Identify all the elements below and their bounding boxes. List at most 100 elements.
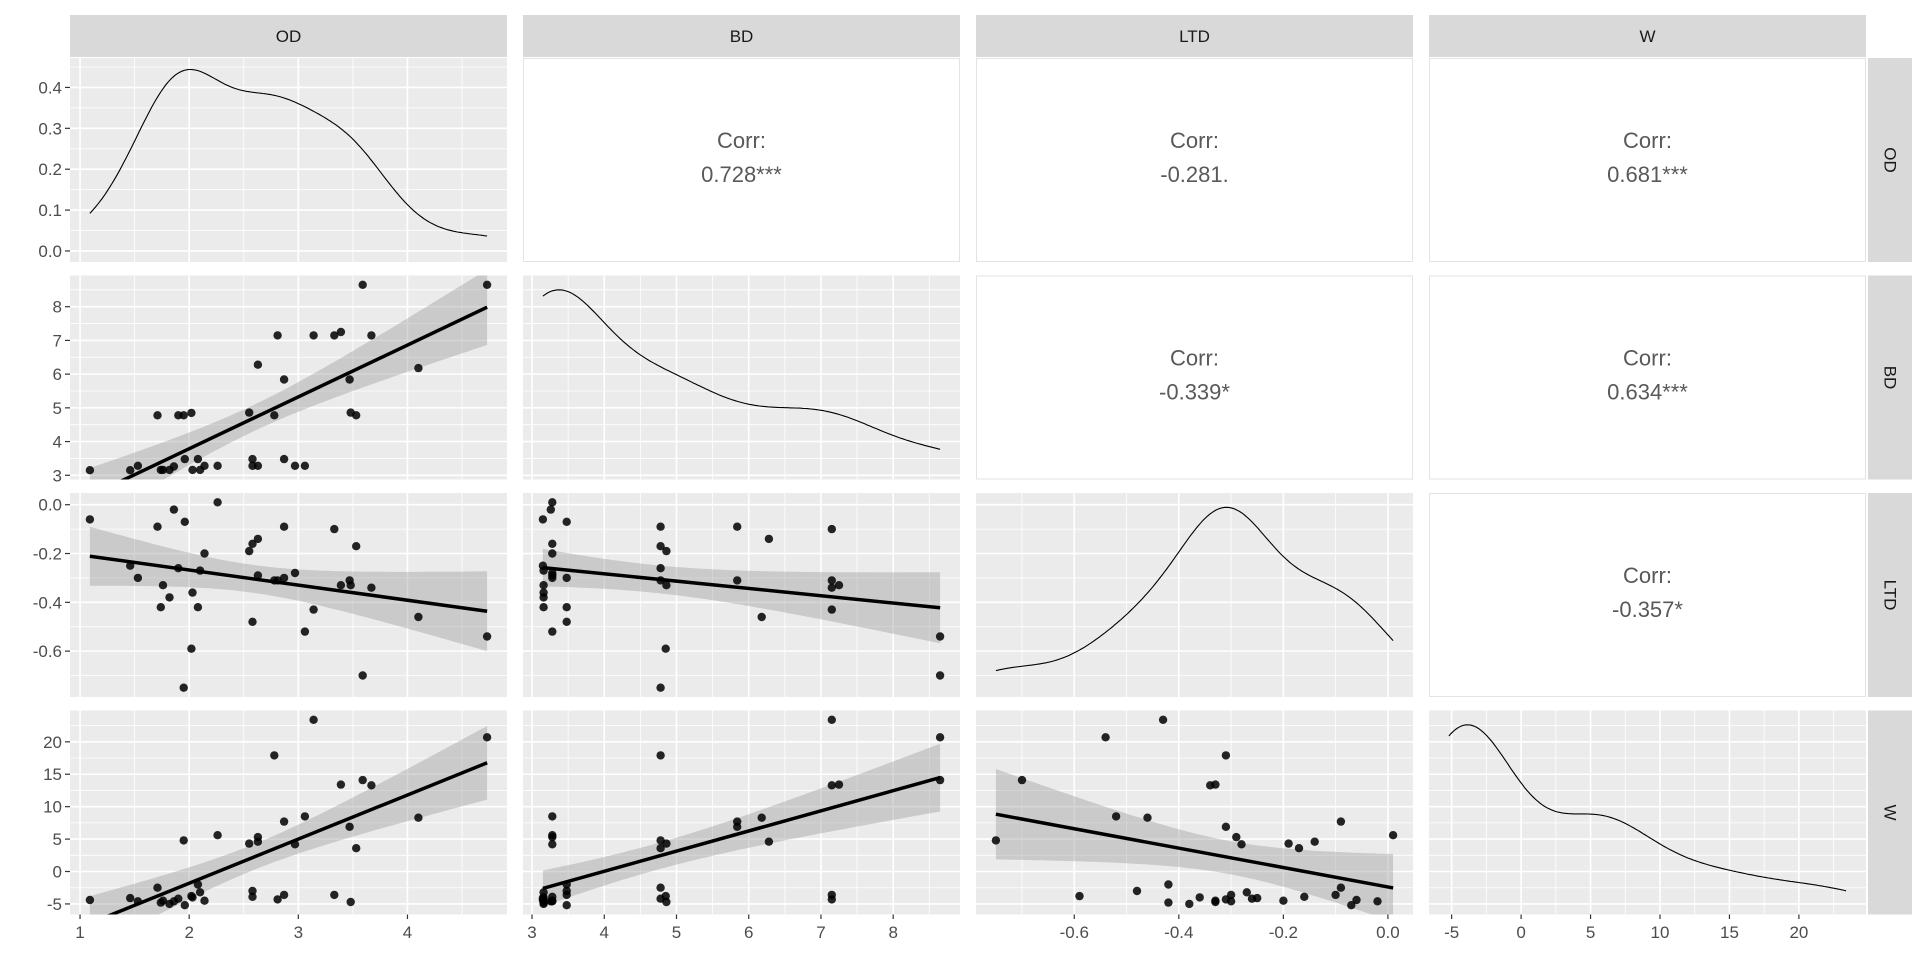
x-tick-label: 1 xyxy=(75,923,84,942)
x-tick-label: 0.0 xyxy=(1376,923,1400,942)
data-point xyxy=(300,812,310,821)
data-point xyxy=(153,883,162,892)
data-point xyxy=(1075,891,1084,901)
data-point xyxy=(279,375,289,384)
x-tick-label: 0 xyxy=(1516,923,1525,942)
panel-background xyxy=(70,710,507,915)
panel-BD-W: Corr: 0.634*** xyxy=(1429,275,1866,480)
data-point xyxy=(180,517,189,526)
panel-background xyxy=(976,493,1413,697)
panel-background xyxy=(70,275,507,480)
correlation-value: -0.281. xyxy=(1160,162,1229,187)
panel-LTD-OD xyxy=(70,493,507,697)
x-tick-label: 5 xyxy=(1586,923,1595,942)
data-point xyxy=(253,837,263,846)
data-point xyxy=(336,780,346,789)
column-strip-label: OD xyxy=(276,27,302,46)
data-point xyxy=(414,363,423,373)
column-strip xyxy=(70,15,507,57)
data-point xyxy=(827,576,836,585)
data-point xyxy=(1310,837,1319,846)
data-point xyxy=(662,839,671,848)
data-point xyxy=(270,751,279,760)
y-tick-label: 0.0 xyxy=(38,496,62,515)
data-point xyxy=(548,892,557,901)
data-point xyxy=(656,522,665,531)
data-point xyxy=(539,888,548,897)
data-point xyxy=(1352,895,1361,905)
data-point xyxy=(126,466,135,475)
panel-background xyxy=(1429,493,1866,697)
y-tick-label: 6 xyxy=(53,365,62,384)
column-strip-label: W xyxy=(1639,27,1655,46)
data-point xyxy=(1164,880,1173,889)
row-strip xyxy=(1868,493,1912,697)
data-point xyxy=(482,632,492,641)
data-point xyxy=(1331,890,1340,900)
panel-W-OD xyxy=(70,710,507,915)
data-point xyxy=(1347,901,1356,910)
x-tick-label: -0.4 xyxy=(1164,923,1193,942)
correlation-label: Corr: xyxy=(1170,346,1219,371)
data-point xyxy=(991,836,1001,845)
y-tick-label: 5 xyxy=(53,399,62,418)
y-tick-label: 0.1 xyxy=(38,201,62,220)
x-tick-label: 5 xyxy=(672,923,681,942)
data-point xyxy=(1132,886,1142,896)
data-point xyxy=(482,280,492,289)
data-point xyxy=(1237,840,1246,849)
panel-content xyxy=(70,710,507,915)
data-point xyxy=(153,411,162,420)
data-point xyxy=(1211,897,1220,907)
data-point xyxy=(733,576,742,585)
data-point xyxy=(273,895,282,904)
data-point xyxy=(548,539,557,548)
data-point xyxy=(346,581,355,590)
data-point xyxy=(300,461,310,470)
data-point xyxy=(290,568,300,578)
data-point xyxy=(539,581,548,590)
data-point xyxy=(126,893,135,903)
data-point xyxy=(158,896,168,905)
data-point xyxy=(1185,899,1194,909)
y-tick-label: 0.3 xyxy=(38,119,62,138)
data-point xyxy=(562,901,571,910)
data-point xyxy=(1206,781,1215,790)
data-point xyxy=(548,812,557,821)
data-point xyxy=(757,813,766,822)
correlation-label: Corr: xyxy=(1623,346,1672,371)
correlation-value: -0.357* xyxy=(1612,597,1683,622)
data-point xyxy=(1158,715,1168,724)
row-strip-label: W xyxy=(1881,804,1900,820)
data-point xyxy=(1373,897,1382,906)
data-point xyxy=(358,280,367,289)
data-point xyxy=(248,454,257,464)
data-point xyxy=(279,573,289,583)
data-point xyxy=(827,583,836,592)
data-point xyxy=(1242,888,1252,897)
y-tick-label: -0.6 xyxy=(33,642,62,661)
correlation-label: Corr: xyxy=(717,128,766,153)
data-point xyxy=(179,683,188,692)
data-point xyxy=(656,844,665,853)
regression-line xyxy=(120,305,488,480)
panel-content xyxy=(70,58,507,262)
data-point xyxy=(662,546,671,556)
data-point xyxy=(367,583,376,592)
data-point xyxy=(656,683,665,692)
panel-content xyxy=(976,493,1413,697)
data-point xyxy=(193,603,203,612)
x-tick-label: 3 xyxy=(527,923,536,942)
confidence-band xyxy=(995,769,1394,915)
confidence-band xyxy=(89,275,488,480)
regression-line xyxy=(995,812,1394,890)
x-tick-label: 10 xyxy=(1651,923,1670,942)
panel-content xyxy=(523,493,960,697)
panel-content xyxy=(70,275,507,480)
y-tick-label: 8 xyxy=(53,298,62,317)
y-tick-label: 15 xyxy=(43,765,62,784)
panel-content xyxy=(523,275,960,480)
data-point xyxy=(1336,883,1346,892)
data-point xyxy=(367,331,376,340)
data-point xyxy=(1336,817,1346,826)
